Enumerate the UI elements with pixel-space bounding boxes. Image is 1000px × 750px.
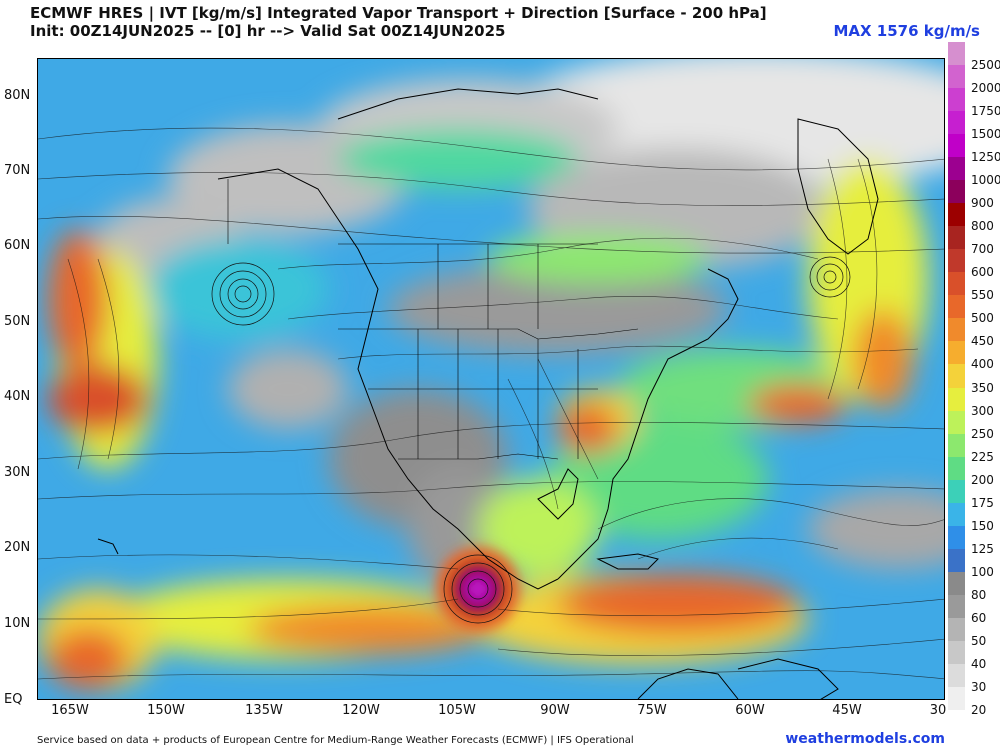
colorbar-segment <box>948 203 965 227</box>
colorbar-segment <box>948 502 965 527</box>
colorbar-label: 600 <box>971 265 994 280</box>
colorbar-label: 300 <box>971 403 994 418</box>
colorbar-segment <box>948 88 965 112</box>
colorbar-segment <box>948 180 965 204</box>
colorbar-label: 225 <box>971 449 994 464</box>
colorbar-segment <box>948 548 965 573</box>
colorbar-segment <box>948 410 965 435</box>
colorbar-label: 350 <box>971 380 994 395</box>
colorbar-segment <box>948 617 965 642</box>
colorbar-label: 500 <box>971 311 994 326</box>
colorbar-segment <box>948 479 965 504</box>
lat-label-80n: 80N <box>4 88 31 103</box>
colorbar-segment <box>948 433 965 458</box>
colorbar-label: 30 <box>971 679 987 694</box>
colorbar-label: 400 <box>971 357 994 372</box>
hurricane-core <box>436 547 520 631</box>
colorbar-segment <box>948 134 965 158</box>
brand-link[interactable]: weathermodels.com <box>785 731 945 747</box>
colorbar-segment <box>948 640 965 665</box>
lon-label-45w: 45W <box>832 703 862 718</box>
colorbar-label: 200 <box>971 472 994 487</box>
lon-label-75w: 75W <box>637 703 667 718</box>
colorbar-label: 800 <box>971 219 994 234</box>
max-value-label: MAX 1576 kg/m/s <box>833 22 980 40</box>
colorbar-label: 125 <box>971 541 994 556</box>
colorbar-segment <box>948 318 965 342</box>
lat-label-50n: 50N <box>4 314 31 329</box>
lon-label-30: 30 <box>929 703 947 718</box>
colorbar-label: 450 <box>971 334 994 349</box>
colorbar-label: 250 <box>971 426 994 441</box>
colorbar-segment <box>948 295 965 319</box>
lat-label-40n: 40N <box>4 389 31 404</box>
lon-label-165w: 165W <box>51 703 89 718</box>
lat-label-20n: 20N <box>4 540 31 555</box>
lon-label-90w: 90W <box>540 703 570 718</box>
colorbar-label: 175 <box>971 495 994 510</box>
cyclone-swirls <box>211 256 851 624</box>
colorbar-segment <box>948 663 965 688</box>
colorbar-label: 100 <box>971 564 994 579</box>
colorbar-segment <box>948 249 965 273</box>
colorbar-label: 700 <box>971 242 994 257</box>
colorbar-label: 1250 <box>971 150 1000 165</box>
colorbar-segment <box>948 65 965 89</box>
ivt-map[interactable] <box>37 58 945 700</box>
chart-title: ECMWF HRES | IVT [kg/m/s] Integrated Vap… <box>30 4 767 22</box>
lat-label-10n: 10N <box>4 616 31 631</box>
colorbar-label: 550 <box>971 288 994 303</box>
colorbar-segment <box>948 341 965 365</box>
ivt-map-canvas <box>38 59 944 699</box>
footer-credit: Service based on data + products of Euro… <box>37 735 634 746</box>
ivt-field <box>38 59 944 689</box>
colorbar-segment <box>948 456 965 481</box>
lon-label-150w: 150W <box>147 703 185 718</box>
colorbar-segment <box>948 364 965 388</box>
colorbar-segment <box>948 111 965 135</box>
colorbar-label: 1750 <box>971 104 1000 119</box>
lat-label-30n: 30N <box>4 465 31 480</box>
colorbar-segment <box>948 226 965 250</box>
colorbar-label: 1500 <box>971 127 1000 142</box>
colorbar-label: 40 <box>971 656 987 671</box>
lat-label-eq: EQ <box>4 692 23 707</box>
lon-label-120w: 120W <box>342 703 380 718</box>
lon-label-105w: 105W <box>438 703 476 718</box>
ivt-colorbar <box>948 42 965 711</box>
colorbar-label: 900 <box>971 196 994 211</box>
lat-label-60n: 60N <box>4 238 31 253</box>
colorbar-label: 2000 <box>971 81 1000 96</box>
colorbar-segment <box>948 157 965 181</box>
colorbar-segment <box>948 594 965 619</box>
colorbar-segment <box>948 42 965 66</box>
colorbar-label: 80 <box>971 587 987 602</box>
colorbar-segment <box>948 525 965 550</box>
chart-subtitle: Init: 00Z14JUN2025 -- [0] hr --> Valid S… <box>30 22 506 40</box>
colorbar-label: 60 <box>971 610 987 625</box>
lon-label-135w: 135W <box>245 703 283 718</box>
colorbar-segment <box>948 686 965 711</box>
colorbar-label: 50 <box>971 633 987 648</box>
coastlines <box>97 88 879 699</box>
colorbar-label: 150 <box>971 518 994 533</box>
colorbar-label: 1000 <box>971 173 1000 188</box>
lat-label-70n: 70N <box>4 163 31 178</box>
lon-label-60w: 60W <box>735 703 765 718</box>
streamlines <box>38 127 944 680</box>
colorbar-label: 20 <box>971 703 987 717</box>
colorbar-segment <box>948 272 965 296</box>
colorbar-segment <box>948 387 965 412</box>
borders <box>227 179 639 460</box>
colorbar-segment <box>948 571 965 596</box>
colorbar-label: 2500 <box>971 58 1000 73</box>
